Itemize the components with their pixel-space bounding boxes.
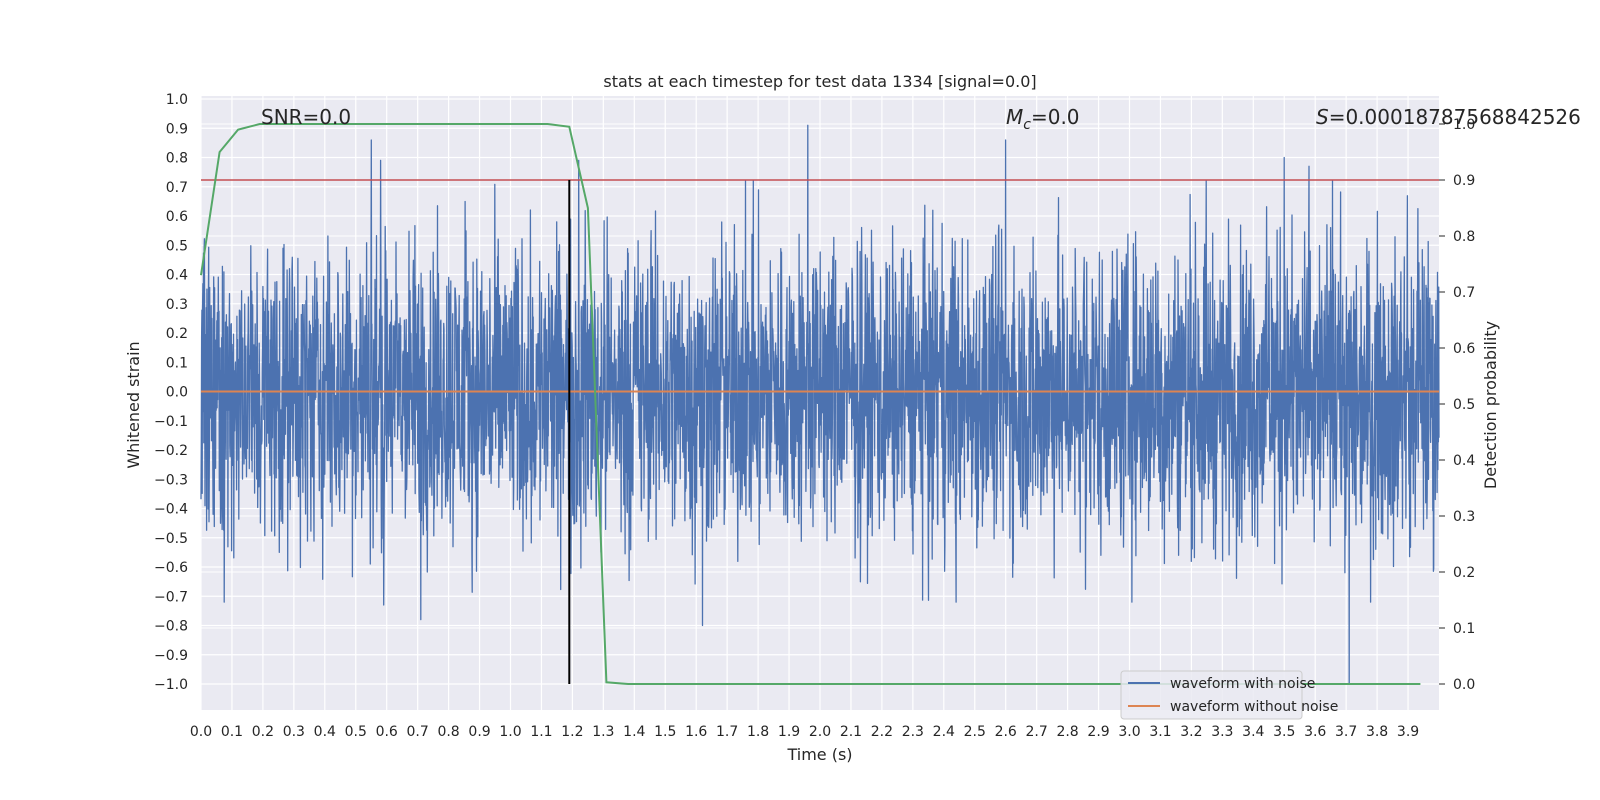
y-right-tick-label: 0.9 [1453,173,1475,189]
x-tick-label: 3.2 [1180,724,1202,740]
x-tick-label: 0.2 [252,724,274,740]
x-tick-label: 2.0 [809,724,831,740]
series-detection-probability [200,123,1421,685]
y-tick-label: −0.9 [154,648,188,664]
x-tick-label: 0.9 [468,724,490,740]
y-right-tick-label: 0.6 [1453,341,1475,357]
y-tick-label: −0.7 [154,589,188,605]
legend-box [1120,670,1303,720]
x-tick-label: 1.1 [530,724,552,740]
mc-annotation: Mc=0.0 [1006,105,1080,133]
y-right-tick-label: 0.2 [1453,565,1475,581]
x-tick-label: 3.4 [1242,724,1264,740]
legend-label-clean: waveform without noise [1170,699,1338,715]
x-tick-label: 2.6 [995,724,1017,740]
plot-area [200,123,1440,685]
x-tick-label: 2.1 [840,724,862,740]
y-tick-label: 0.0 [166,385,188,401]
y-axis-label: Whitened strain [124,341,143,468]
y-tick-label: 0.4 [166,268,188,284]
y-right-tick-label: 0.7 [1453,285,1475,301]
x-tick-label: 2.9 [1087,724,1109,740]
x-tick-label: 0.3 [283,724,305,740]
y-tick-label: 0.3 [166,297,188,313]
x-tick-label: 3.9 [1397,724,1419,740]
legend-label-noise: waveform with noise [1170,676,1315,692]
x-tick-label: 2.4 [933,724,955,740]
y-tick-label: −1.0 [154,677,188,693]
x-tick-label: 1.2 [561,724,583,740]
y-tick-label: −0.1 [154,414,188,430]
y-tick-label: 0.2 [166,326,188,342]
y-right-tick-label: 1.0 [1453,117,1475,133]
x-tick-label: 0.6 [376,724,398,740]
x-tick-label: 1.9 [778,724,800,740]
x-tick-label: 1.4 [623,724,645,740]
y-tick-label: 0.8 [166,151,188,167]
y-right-axis-label: Detection probability [1481,321,1500,489]
y-tick-label: 1.0 [166,92,188,108]
x-tick-label: 0.1 [221,724,243,740]
y-tick-labels: 1.0 0.9 0.8 0.7 0.6 0.5 0.4 0.3 0.2 0.1 0.0 −0.1 −0.… [154,92,188,693]
x-tick-label: 1.3 [592,724,614,740]
x-tick-label: 3.1 [1149,724,1171,740]
x-tick-label: 3.0 [1118,724,1140,740]
y-tick-label: −0.8 [154,619,188,635]
x-tick-label: 2.8 [1056,724,1078,740]
y-tick-label: −0.4 [154,502,188,518]
y-tick-label: −0.5 [154,531,188,547]
s-annotation: S=0.00018787568842526 [1316,105,1581,129]
y-tick-label: −0.3 [154,472,188,488]
x-tick-label: 1.5 [654,724,676,740]
x-tick-label: 2.2 [871,724,893,740]
y-tick-label: 0.6 [166,209,188,225]
x-tick-label: 1.7 [716,724,738,740]
x-tick-label: 2.7 [1026,724,1048,740]
x-tick-label: 1.0 [499,724,521,740]
x-tick-label: 0.8 [437,724,459,740]
y-right-tick-label: 0.8 [1453,229,1475,245]
legend: waveform with noise waveform without noi… [1120,670,1338,720]
x-tick-label: 2.5 [964,724,986,740]
y-right-tick-label: 0.5 [1453,397,1475,413]
x-tick-label: 2.3 [902,724,924,740]
x-tick-label: 3.6 [1304,724,1326,740]
y-right-tick-label: 0.3 [1453,509,1475,525]
x-axis-label: Time (s) [786,745,852,764]
y-right-tick-label: 0.0 [1453,677,1475,693]
y-tick-label: −0.2 [154,443,188,459]
x-tick-label: 3.7 [1335,724,1357,740]
x-tick-label: 3.8 [1366,724,1388,740]
chart-title: stats at each timestep for test data 133… [603,72,1036,91]
y-tick-label: 0.1 [166,355,188,371]
x-tick-label: 1.8 [747,724,769,740]
snr-annotation: SNR=0.0 [261,105,351,129]
y-tick-label: −0.6 [154,560,188,576]
x-tick-label: 3.5 [1273,724,1295,740]
x-tick-label: 0.0 [190,724,212,740]
x-tick-label: 0.4 [314,724,336,740]
x-tick-label: 3.3 [1211,724,1233,740]
y-right-tick-label: 0.4 [1453,453,1475,469]
y-right-tick-labels: 1.0 0.9 0.8 0.7 0.6 0.5 0.4 0.3 0.2 0.1 0.0 [1439,117,1475,693]
y-tick-label: 0.9 [166,121,188,137]
y-right-tick-label: 0.1 [1453,621,1475,637]
x-tick-label: 0.7 [407,724,429,740]
y-tick-label: 0.5 [166,238,188,254]
x-tick-label: 1.6 [685,724,707,740]
x-tick-label: 0.5 [345,724,367,740]
x-tick-labels: 0.0 0.1 0.2 0.3 0.4 0.5 0.6 0.7 0.8 0.9 1.0 1.1 1.2 1… [190,724,1419,740]
y-tick-label: 0.7 [166,180,188,196]
